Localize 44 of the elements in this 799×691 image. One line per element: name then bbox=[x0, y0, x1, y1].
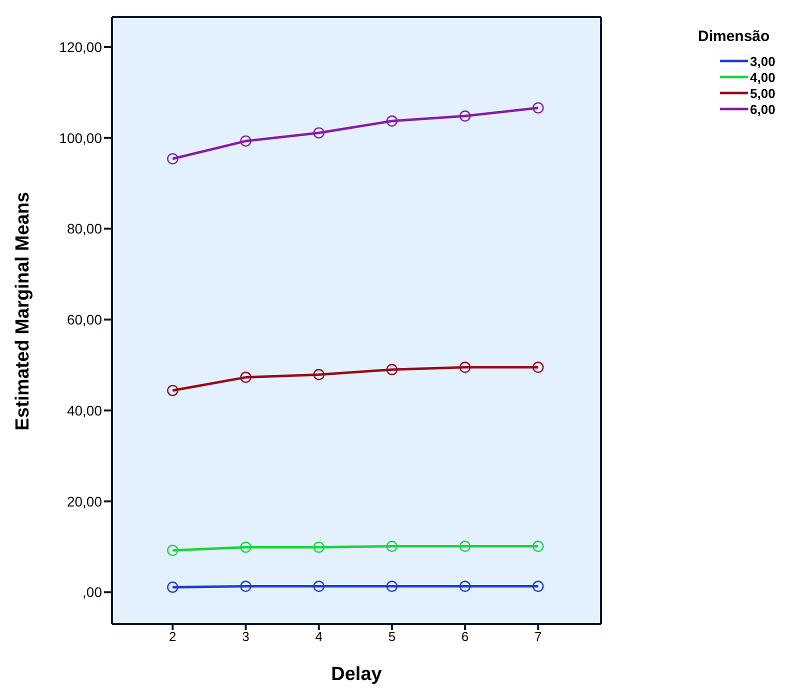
point bbox=[240, 135, 252, 147]
y-tick-label: ,00 bbox=[82, 584, 102, 600]
point bbox=[167, 153, 178, 164]
point bbox=[532, 362, 544, 373]
point bbox=[167, 384, 178, 396]
point bbox=[386, 540, 398, 552]
x-tick-label: 5 bbox=[388, 629, 396, 644]
point bbox=[313, 580, 325, 592]
x-tick-label: 4 bbox=[315, 629, 322, 644]
point bbox=[386, 580, 398, 592]
x-tick-label: 2 bbox=[169, 629, 176, 644]
y-tick-label: 120,00 bbox=[59, 38, 102, 55]
legend-label: 4,00 bbox=[750, 70, 776, 84]
point bbox=[240, 580, 252, 592]
y-axis-title: Estimated Marginal Means bbox=[12, 192, 34, 430]
x-tick-label: 6 bbox=[461, 629, 469, 644]
point bbox=[313, 542, 325, 553]
legend-label: 6,00 bbox=[750, 102, 776, 116]
x-axis-title: Delay bbox=[331, 664, 382, 685]
point bbox=[313, 368, 325, 380]
point bbox=[167, 582, 178, 593]
point bbox=[459, 540, 471, 552]
y-tick-label: 40,00 bbox=[66, 402, 102, 418]
point bbox=[386, 364, 398, 376]
legend-title: Dimensão bbox=[698, 28, 771, 45]
legend-label: 5,00 bbox=[750, 86, 776, 100]
x-tick-label: 3 bbox=[242, 629, 250, 644]
point bbox=[313, 127, 325, 139]
y-tick-label: 20,00 bbox=[66, 493, 102, 510]
y-tick-label: 80,00 bbox=[66, 220, 102, 237]
point bbox=[459, 110, 471, 122]
point bbox=[240, 372, 252, 383]
point bbox=[240, 542, 252, 553]
point bbox=[167, 544, 178, 556]
legend-label: 3,00 bbox=[750, 54, 776, 68]
y-tick-label: 60,00 bbox=[66, 312, 102, 328]
point bbox=[532, 580, 544, 592]
point bbox=[386, 115, 398, 127]
y-tick-label: 100,00 bbox=[59, 130, 102, 146]
point bbox=[459, 362, 471, 373]
point bbox=[532, 102, 544, 114]
point bbox=[532, 540, 544, 552]
point bbox=[459, 580, 471, 592]
x-tick-label: 7 bbox=[534, 629, 542, 644]
